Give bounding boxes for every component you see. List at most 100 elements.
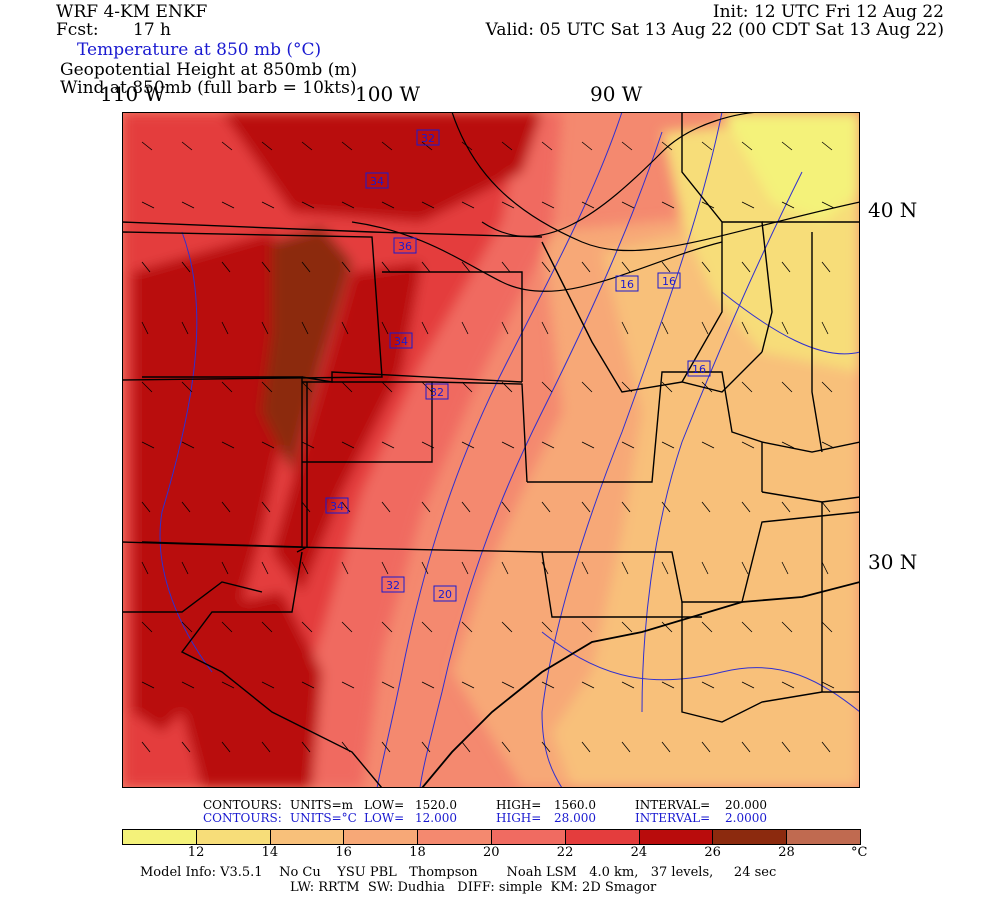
contours-height-low-label: LOW= bbox=[364, 798, 405, 812]
temp-band-26-west bbox=[132, 232, 292, 732]
state-line-2 bbox=[122, 231, 383, 381]
lat-label-40n: 40 N bbox=[868, 198, 918, 222]
colorbar-tick: 22 bbox=[556, 845, 574, 860]
temp-band-26-strip bbox=[272, 262, 422, 592]
state-line-5 bbox=[382, 271, 523, 382]
physics-info: LW: RRTM SW: Dudhia DIFF: simple KM: 2D … bbox=[290, 880, 657, 895]
colorbar-tick: 12 bbox=[187, 845, 205, 860]
colorbar-tick: 26 bbox=[704, 845, 721, 860]
temp-contour-6 bbox=[159, 231, 213, 673]
field-temperature: Temperature at 850 mb (°C) bbox=[77, 40, 322, 60]
colorbar-segment bbox=[786, 829, 861, 845]
model-title: WRF 4-KM ENKF bbox=[56, 2, 208, 22]
init-time: Init: 12 UTC Fri 12 Aug 22 bbox=[712, 2, 944, 22]
colorbar-unit: °C bbox=[851, 845, 868, 860]
contours-height-low: 1520.0 bbox=[415, 798, 457, 812]
colorbar-segment bbox=[195, 829, 271, 845]
lon-label-100w: 100 W bbox=[355, 82, 421, 106]
contours-temp-high: 28.000 bbox=[554, 811, 596, 825]
contours-height-high: 1560.0 bbox=[554, 798, 596, 812]
temp-contour-2 bbox=[419, 131, 663, 788]
gulf-coast bbox=[421, 581, 860, 788]
contours-temp-units: UNITS=°C bbox=[290, 811, 357, 825]
valid-time: Valid: 05 UTC Sat 13 Aug 22 (00 CDT Sat … bbox=[485, 20, 944, 40]
colorbar-tick: 24 bbox=[630, 845, 648, 860]
colorbar-tick: 28 bbox=[778, 845, 795, 860]
forecast-hour: 17 h bbox=[133, 20, 171, 40]
svg-text:34: 34 bbox=[394, 335, 408, 348]
svg-text:36: 36 bbox=[398, 240, 412, 253]
temp-contour-5 bbox=[721, 291, 860, 355]
temp-contour-1 bbox=[376, 112, 623, 788]
state-line-9 bbox=[302, 382, 433, 463]
colorbar-segment bbox=[564, 829, 640, 845]
contours-height-high-label: HIGH= bbox=[496, 798, 542, 812]
colorbar-tick: 14 bbox=[261, 845, 279, 860]
colorbar-segment bbox=[712, 829, 788, 845]
contour-label: 32 bbox=[416, 129, 440, 146]
temp-band-12 bbox=[722, 112, 860, 222]
field-height: Geopotential Height at 850mb (m) bbox=[60, 60, 358, 80]
contours-height-interval-label: INTERVAL= bbox=[635, 798, 711, 812]
contours-height-units: UNITS=m bbox=[290, 798, 354, 812]
svg-text:16: 16 bbox=[620, 278, 634, 291]
model-info: Model Info: V3.5.1 No Cu YSU PBL Thompso… bbox=[140, 865, 777, 880]
height-contour-1 bbox=[451, 112, 860, 252]
lon-label-90w: 90 W bbox=[590, 82, 643, 106]
svg-text:34: 34 bbox=[370, 175, 384, 188]
contour-label: 34 bbox=[389, 332, 413, 349]
colorbar-tick: 16 bbox=[335, 845, 352, 860]
contours-temp-high-label: HIGH= bbox=[496, 811, 542, 825]
svg-text:32: 32 bbox=[421, 132, 435, 145]
state-line-14 bbox=[761, 441, 860, 453]
state-line-4 bbox=[301, 371, 523, 383]
contours-height-interval: 20.000 bbox=[725, 798, 767, 812]
lat-label-30n: 30 N bbox=[868, 550, 918, 574]
contours-temp-interval-label: INTERVAL= bbox=[635, 811, 711, 825]
contour-label: 36 bbox=[393, 237, 417, 254]
contour-label: 34 bbox=[365, 172, 389, 189]
temp-contour-3 bbox=[541, 112, 723, 788]
contour-label: 16 bbox=[657, 272, 681, 289]
contour-label: 32 bbox=[425, 383, 449, 400]
temperature-map: 32 34 36 34 32 34 bbox=[122, 112, 860, 788]
colorbar-segment bbox=[491, 829, 566, 845]
contours-temp-label: CONTOURS: bbox=[203, 811, 282, 825]
forecast-label: Fcst: bbox=[56, 20, 99, 40]
state-line-21 bbox=[122, 541, 293, 548]
lon-label-110w: 110 W bbox=[100, 82, 166, 106]
colorbar-segment bbox=[269, 829, 345, 845]
svg-text:32: 32 bbox=[430, 386, 444, 399]
state-line-1 bbox=[122, 221, 543, 238]
svg-text:16: 16 bbox=[662, 275, 676, 288]
state-line-10 bbox=[541, 241, 763, 393]
colorbar-segment bbox=[638, 829, 714, 845]
colorbar-tick: 18 bbox=[409, 845, 426, 860]
temp-band-26-north bbox=[222, 112, 542, 222]
texas-border bbox=[180, 551, 383, 788]
contours-temp-low: 12.000 bbox=[415, 811, 457, 825]
contour-label: 16 bbox=[687, 360, 711, 377]
contour-label: 16 bbox=[615, 275, 639, 292]
colorbar-segment bbox=[417, 829, 492, 845]
temp-band-26-south bbox=[182, 592, 322, 788]
temp-band-28 bbox=[262, 227, 352, 472]
temp-contour-7 bbox=[541, 631, 860, 713]
svg-text:34: 34 bbox=[330, 500, 344, 513]
colorbar-segment bbox=[122, 829, 197, 845]
svg-text:32: 32 bbox=[386, 579, 400, 592]
state-line-12 bbox=[542, 511, 860, 603]
contour-label: 32 bbox=[381, 576, 405, 593]
contour-label: 34 bbox=[325, 497, 349, 514]
contours-temp-interval: 2.0000 bbox=[725, 811, 767, 825]
mexico-border bbox=[122, 581, 263, 613]
state-line-13 bbox=[681, 602, 860, 723]
state-line-18 bbox=[722, 221, 773, 353]
field-wind: Wind at 850mb (full barb = 10kts) bbox=[60, 78, 357, 98]
state-line-20 bbox=[811, 232, 823, 453]
wind-barbs bbox=[141, 141, 835, 753]
contours-height-label: CONTOURS: bbox=[203, 798, 282, 812]
colorbar-segment bbox=[343, 829, 419, 845]
svg-text:20: 20 bbox=[438, 588, 452, 601]
contour-label: 20 bbox=[433, 585, 457, 602]
